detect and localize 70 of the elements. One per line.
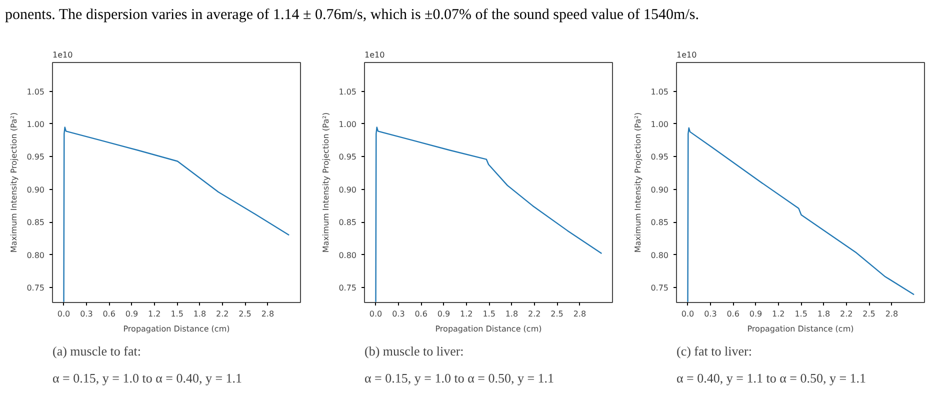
x-tick-label: 0.0	[57, 310, 70, 318]
y-tick-label: 0.95	[338, 152, 356, 162]
text: α = 0.15, y = 1.0 to α = 0.40, y = 1.1	[52, 370, 242, 386]
x-tick-label: 0.0	[369, 310, 382, 318]
y-tick-label: 0.90	[650, 185, 668, 194]
x-tick-label: 0.9	[749, 310, 762, 318]
line-series	[63, 126, 290, 302]
y-tick-label: 0.95	[26, 152, 44, 162]
text: 1e10	[364, 50, 385, 60]
y-axis-title: Maximum Intensity Projection (Pa²)	[634, 112, 643, 253]
y-tick-label: 1.00	[650, 120, 668, 129]
x-tick-label: 1.2	[772, 310, 785, 318]
x-tick-label: 0.3	[392, 310, 405, 318]
x-tick-label: 2.8	[885, 310, 898, 318]
x-tick-label: 2.2	[528, 310, 541, 318]
y-tick-label: 0.80	[338, 250, 356, 260]
y-tick-label: 0.85	[338, 218, 356, 228]
x-tick-label: 1.2	[148, 310, 161, 318]
x-tick-label: 0.3	[704, 310, 717, 318]
y-tick-label: 0.85	[650, 218, 668, 228]
y-tick-label: 1.00	[338, 120, 356, 129]
x-tick-label: 0.9	[125, 310, 138, 318]
x-tick-label: 2.5	[862, 310, 876, 318]
y-axis-title: Maximum Intensity Projection (Pa²)	[322, 112, 331, 253]
y-tick-label: 0.90	[338, 185, 356, 194]
x-tick-label: 1.8	[817, 310, 830, 318]
text: α = 0.15, y = 1.0 to α = 0.50, y = 1.1	[364, 370, 554, 386]
text: ponents. The dispersion varies in average of 1.14 ± 0.76m/s, which is ±0.07% of the sound speed value of 1540m/s.	[5, 6, 699, 25]
y-axis-title: Maximum Intensity Projection (Pa²)	[10, 112, 19, 253]
text: (b) muscle to liver:	[364, 344, 464, 358]
text: 1e10	[676, 50, 697, 60]
x-axis-title: Propagation Distance (cm)	[747, 324, 854, 334]
y-tick-label: 0.75	[338, 283, 356, 292]
x-tick-label: 1.5	[482, 310, 496, 318]
x-tick-label: 2.2	[216, 310, 229, 318]
x-tick-label: 0.6	[414, 310, 428, 318]
x-tick-label: 2.2	[840, 310, 853, 318]
y-tick-label: 0.80	[26, 250, 44, 260]
x-tick-label: 0.6	[726, 310, 740, 318]
y-tick-label: 1.05	[650, 87, 668, 96]
line-series	[375, 126, 602, 302]
y-tick-label: 0.80	[650, 250, 668, 260]
line-series	[687, 127, 915, 302]
x-tick-label: 2.8	[261, 310, 274, 318]
y-tick-label: 1.05	[26, 87, 44, 96]
x-tick-label: 2.8	[573, 310, 586, 318]
x-tick-label: 1.5	[794, 310, 808, 318]
x-tick-label: 1.5	[170, 310, 184, 318]
x-tick-label: 1.8	[193, 310, 206, 318]
x-axis-title: Propagation Distance (cm)	[435, 324, 542, 334]
x-tick-label: 2.5	[550, 310, 564, 318]
y-tick-label: 0.85	[26, 218, 44, 228]
y-tick-label: 0.90	[26, 185, 44, 194]
text: 1e10	[52, 50, 73, 60]
x-tick-label: 2.5	[238, 310, 252, 318]
x-tick-label: 1.8	[505, 310, 518, 318]
x-tick-label: 0.6	[102, 310, 116, 318]
y-tick-label: 0.75	[26, 283, 44, 292]
x-tick-label: 0.3	[80, 310, 93, 318]
text: (c) fat to liver:	[676, 344, 752, 358]
text: (a) muscle to fat:	[52, 344, 141, 358]
x-tick-label: 1.2	[460, 310, 473, 318]
text: α = 0.40, y = 1.1 to α = 0.50, y = 1.1	[676, 370, 866, 386]
y-tick-label: 1.00	[26, 120, 44, 129]
x-tick-label: 0.9	[437, 310, 450, 318]
x-tick-label: 0.0	[681, 310, 694, 318]
y-tick-label: 1.05	[338, 87, 356, 96]
x-axis-title: Propagation Distance (cm)	[123, 324, 230, 334]
y-tick-label: 0.75	[650, 283, 668, 292]
y-tick-label: 0.95	[650, 152, 668, 162]
